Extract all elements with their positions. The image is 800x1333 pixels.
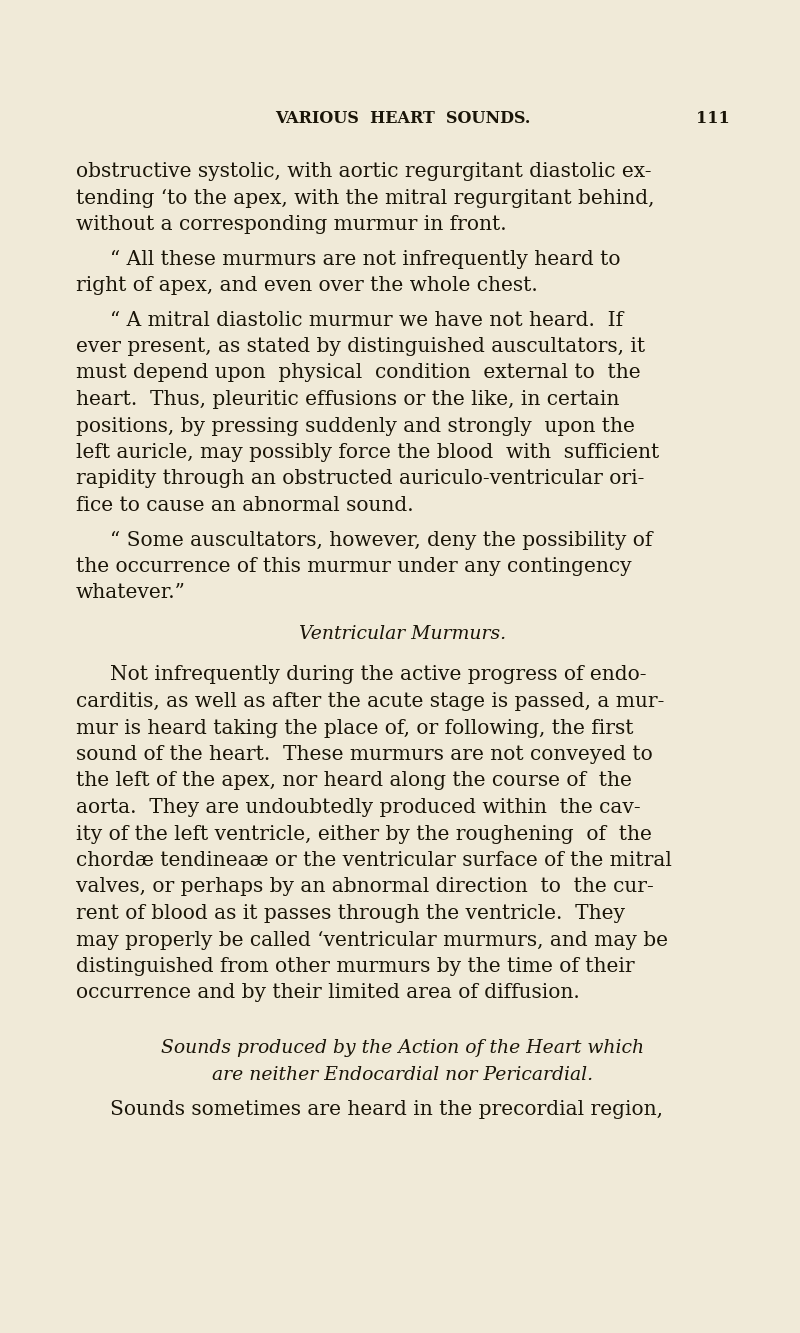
Text: must depend upon  physical  condition  external to  the: must depend upon physical condition exte… <box>76 364 641 383</box>
Text: the occurrence of this murmur under any contingency: the occurrence of this murmur under any … <box>76 557 632 576</box>
Text: the left of the apex, nor heard along the course of  the: the left of the apex, nor heard along th… <box>76 772 632 790</box>
Text: “ All these murmurs are not infrequently heard to: “ All these murmurs are not infrequently… <box>110 249 621 268</box>
Text: Sounds sometimes are heard in the precordial region,: Sounds sometimes are heard in the precor… <box>110 1100 663 1118</box>
Text: tending ‘to the apex, with the mitral regurgitant behind,: tending ‘to the apex, with the mitral re… <box>76 188 654 208</box>
Text: right of apex, and even over the whole chest.: right of apex, and even over the whole c… <box>76 276 538 295</box>
Text: chordæ tendineaæ or the ventricular surface of the mitral: chordæ tendineaæ or the ventricular surf… <box>76 850 672 870</box>
Text: may properly be called ‘ventricular murmurs, and may be: may properly be called ‘ventricular murm… <box>76 930 668 949</box>
Text: Ventricular Murmurs.: Ventricular Murmurs. <box>299 625 506 643</box>
Text: Not infrequently during the active progress of endo-: Not infrequently during the active progr… <box>110 665 646 685</box>
Text: ever present, as stated by distinguished auscultators, it: ever present, as stated by distinguished… <box>76 337 645 356</box>
Text: 111: 111 <box>696 111 730 127</box>
Text: distinguished from other murmurs by the time of their: distinguished from other murmurs by the … <box>76 957 634 976</box>
Text: valves, or perhaps by an abnormal direction  to  the cur-: valves, or perhaps by an abnormal direct… <box>76 877 654 897</box>
Text: rapidity through an obstructed auriculo-ventricular ori-: rapidity through an obstructed auriculo-… <box>76 469 644 488</box>
Text: are neither Endocardial nor Pericardial.: are neither Endocardial nor Pericardial. <box>213 1065 594 1084</box>
Text: occurrence and by their limited area of diffusion.: occurrence and by their limited area of … <box>76 984 580 1002</box>
Text: heart.  Thus, pleuritic effusions or the like, in certain: heart. Thus, pleuritic effusions or the … <box>76 391 619 409</box>
Text: “ A mitral diastolic murmur we have not heard.  If: “ A mitral diastolic murmur we have not … <box>110 311 623 329</box>
Text: left auricle, may possibly force the blood  with  sufficient: left auricle, may possibly force the blo… <box>76 443 659 463</box>
Text: Sounds produced by the Action of the Heart which: Sounds produced by the Action of the Hea… <box>162 1038 645 1057</box>
Text: carditis, as well as after the acute stage is passed, a mur-: carditis, as well as after the acute sta… <box>76 692 664 710</box>
Text: positions, by pressing suddenly and strongly  upon the: positions, by pressing suddenly and stro… <box>76 416 635 436</box>
Text: ity of the left ventricle, either by the roughening  of  the: ity of the left ventricle, either by the… <box>76 825 652 844</box>
Text: aorta.  They are undoubtedly produced within  the cav-: aorta. They are undoubtedly produced wit… <box>76 798 641 817</box>
Text: mur is heard taking the place of, or following, the first: mur is heard taking the place of, or fol… <box>76 718 634 737</box>
Text: without a corresponding murmur in front.: without a corresponding murmur in front. <box>76 215 506 235</box>
Text: “ Some auscultators, however, deny the possibility of: “ Some auscultators, however, deny the p… <box>110 531 652 549</box>
Text: whatever.”: whatever.” <box>76 584 186 603</box>
Text: obstructive systolic, with aortic regurgitant diastolic ex-: obstructive systolic, with aortic regurg… <box>76 163 651 181</box>
Text: VARIOUS  HEART  SOUNDS.: VARIOUS HEART SOUNDS. <box>275 111 530 127</box>
Text: fice to cause an abnormal sound.: fice to cause an abnormal sound. <box>76 496 414 515</box>
Text: rent of blood as it passes through the ventricle.  They: rent of blood as it passes through the v… <box>76 904 625 922</box>
Text: sound of the heart.  These murmurs are not conveyed to: sound of the heart. These murmurs are no… <box>76 745 653 764</box>
